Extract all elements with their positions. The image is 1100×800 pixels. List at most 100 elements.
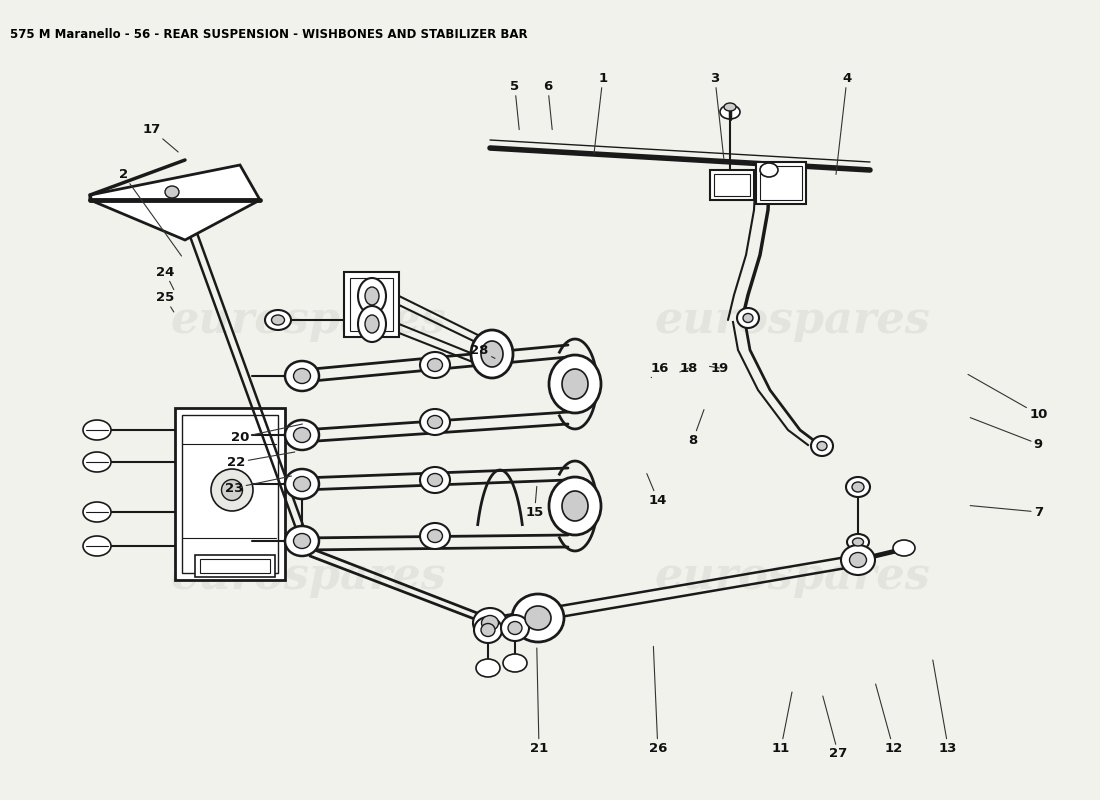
Ellipse shape [846,477,870,497]
Ellipse shape [562,491,588,521]
Ellipse shape [500,615,529,641]
Ellipse shape [365,315,380,333]
Ellipse shape [848,555,868,569]
Ellipse shape [474,617,502,643]
Bar [350,278,393,331]
Ellipse shape [481,341,503,367]
Ellipse shape [358,278,386,314]
Text: 575 M Maranello - 56 - REAR SUSPENSION - WISHBONES AND STABILIZER BAR: 575 M Maranello - 56 - REAR SUSPENSION -… [10,28,528,41]
Ellipse shape [285,526,319,556]
Ellipse shape [82,420,111,440]
Ellipse shape [842,545,874,575]
Text: 3: 3 [711,72,724,158]
Ellipse shape [428,358,442,371]
Bar [344,272,399,337]
Text: 20: 20 [231,424,302,444]
Ellipse shape [508,622,522,634]
Text: 10: 10 [968,374,1047,421]
Ellipse shape [82,536,111,556]
Text: eurospares: eurospares [170,298,446,342]
Text: 28: 28 [471,344,495,358]
Ellipse shape [294,369,310,383]
Bar [760,166,802,200]
Ellipse shape [817,442,827,450]
Text: eurospares: eurospares [170,554,446,598]
Text: 22: 22 [228,452,295,469]
Ellipse shape [849,553,867,567]
Text: 27: 27 [823,696,847,760]
Bar [175,408,285,580]
Text: 4: 4 [836,72,851,174]
Text: 2: 2 [119,168,182,256]
Ellipse shape [852,558,864,566]
Ellipse shape [428,530,442,542]
Ellipse shape [82,502,111,522]
Text: 21: 21 [530,648,548,754]
Text: 7: 7 [970,506,1043,518]
Ellipse shape [358,306,386,342]
Ellipse shape [482,615,498,630]
Bar [182,415,278,573]
Text: 26: 26 [649,646,667,754]
Ellipse shape [549,477,601,535]
Ellipse shape [365,287,380,305]
Ellipse shape [285,420,319,450]
Text: 12: 12 [876,684,902,754]
Bar [195,555,275,577]
Ellipse shape [724,103,736,111]
Ellipse shape [158,180,186,204]
Text: 1: 1 [594,72,607,154]
Text: 5: 5 [510,80,519,130]
Ellipse shape [285,469,319,499]
Ellipse shape [420,352,450,378]
Ellipse shape [165,186,179,198]
Ellipse shape [760,163,778,177]
Text: eurospares: eurospares [654,298,930,342]
Bar [714,174,750,196]
Ellipse shape [852,538,864,546]
Ellipse shape [549,355,601,413]
Ellipse shape [428,474,442,486]
Text: 9: 9 [970,418,1043,450]
Text: 17: 17 [143,123,178,152]
Ellipse shape [420,523,450,549]
Ellipse shape [471,330,513,378]
Ellipse shape [420,467,450,493]
Ellipse shape [893,540,915,556]
Text: 13: 13 [933,660,957,754]
Text: 25: 25 [156,291,174,312]
Ellipse shape [720,105,740,119]
Ellipse shape [525,606,551,630]
Ellipse shape [82,452,111,472]
Ellipse shape [847,534,869,550]
Text: 11: 11 [772,692,792,754]
Ellipse shape [737,308,759,328]
Ellipse shape [294,427,310,442]
Text: 18: 18 [680,362,697,374]
Bar [756,162,806,204]
Ellipse shape [285,361,319,391]
Text: 8: 8 [689,410,704,446]
Ellipse shape [562,369,588,399]
Ellipse shape [481,623,495,637]
Ellipse shape [473,608,507,638]
Ellipse shape [265,310,292,330]
Ellipse shape [211,469,253,511]
Ellipse shape [503,654,527,672]
Text: eurospares: eurospares [654,554,930,598]
Ellipse shape [221,479,242,501]
Text: 14: 14 [647,474,667,506]
Ellipse shape [476,659,501,677]
Text: 16: 16 [651,362,669,378]
Bar [200,559,270,573]
Text: 24: 24 [156,266,174,290]
Ellipse shape [428,415,442,429]
Ellipse shape [420,409,450,435]
Ellipse shape [294,477,310,491]
Text: 23: 23 [226,476,292,494]
Bar [710,170,754,200]
Ellipse shape [742,314,754,322]
Text: 6: 6 [543,80,552,130]
Ellipse shape [811,436,833,456]
Polygon shape [90,165,260,240]
